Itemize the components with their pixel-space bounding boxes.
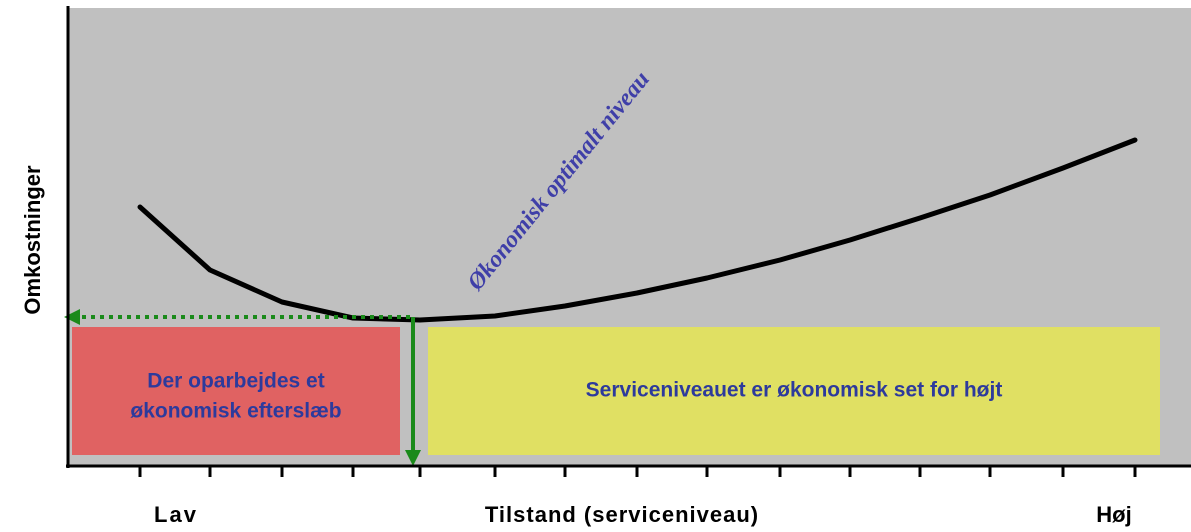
left-box (72, 327, 400, 455)
x-axis-label: Tilstand (serviceniveau) (485, 502, 759, 527)
x-low-label: Lav (154, 502, 198, 527)
x-ticks (138, 466, 1137, 477)
right-box-text: Serviceniveauet er økonomisk set for høj… (586, 379, 1003, 402)
right-box (428, 327, 1160, 455)
left-box-line: Der oparbejdes et (147, 370, 324, 393)
left-box-line: økonomisk efterslæb (130, 400, 341, 423)
y-axis-label: Omkostninger (20, 165, 45, 315)
x-high-label: Høj (1096, 502, 1131, 527)
cost-curve (137, 137, 1138, 323)
